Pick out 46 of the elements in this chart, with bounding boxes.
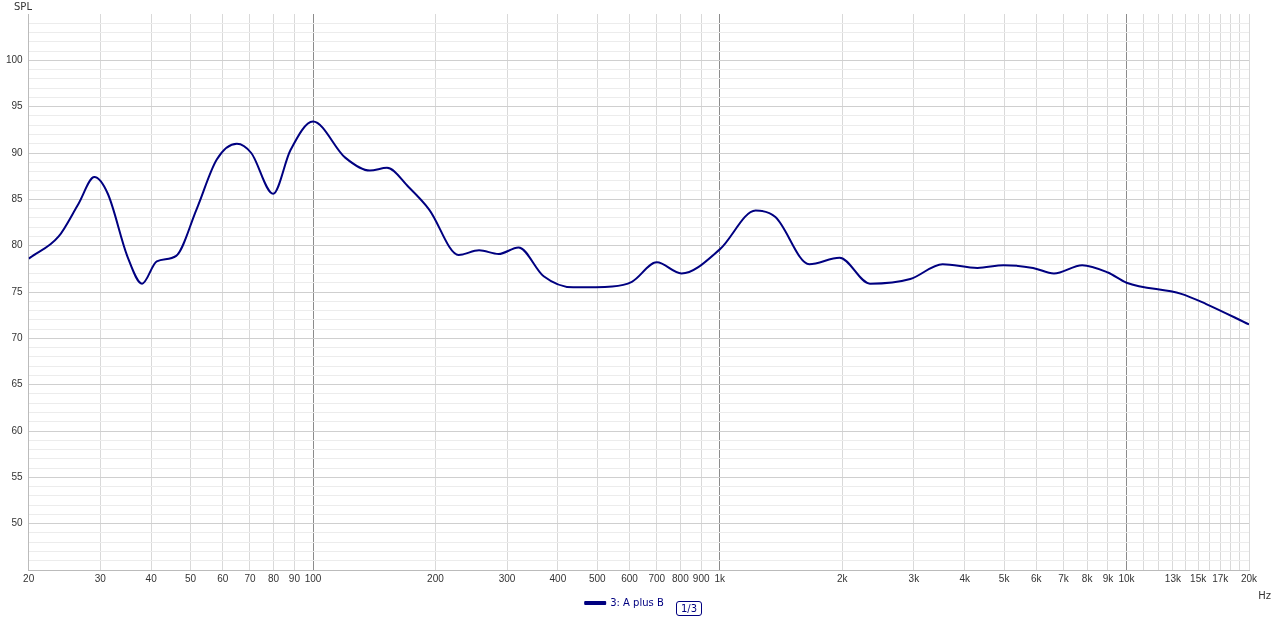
y-tick-label: 95 xyxy=(11,100,24,112)
y-tick-label: 55 xyxy=(11,471,24,483)
y-tick-label: 80 xyxy=(11,239,24,251)
y-tick-label: 60 xyxy=(11,424,24,436)
x-tick-label: 15k xyxy=(1190,572,1208,584)
x-tick-label: 800 xyxy=(672,572,690,584)
x-tick-label: 1k xyxy=(714,572,727,584)
x-tick-label: 60 xyxy=(217,572,229,584)
x-tick-label: 50 xyxy=(184,572,197,584)
x-tick-label: 9k xyxy=(1102,572,1115,584)
x-tick-label: 5k xyxy=(998,572,1011,584)
x-tick-label: 7k xyxy=(1058,572,1070,584)
legend-label: 3: A plus B xyxy=(610,596,664,608)
y-axis-title: SPL xyxy=(14,0,33,12)
x-tick-label: 400 xyxy=(549,572,567,584)
y-tick-label: 65 xyxy=(11,378,24,390)
x-tick-label: 10k xyxy=(1118,572,1136,584)
x-tick-label: 4k xyxy=(959,572,971,584)
x-tick-label: 6k xyxy=(1031,572,1043,584)
x-tick-label: 2k xyxy=(836,572,849,584)
x-tick-label: 3k xyxy=(908,572,921,584)
x-tick-label: 200 xyxy=(427,572,445,584)
x-tick-label: 17k xyxy=(1212,572,1230,584)
x-tick-label: 500 xyxy=(588,572,607,584)
y-tick-label: 70 xyxy=(11,332,24,344)
x-tick-label: 700 xyxy=(648,572,666,584)
x-tick-label: 30 xyxy=(94,572,107,584)
x-tick-label: 600 xyxy=(621,572,639,584)
y-tick-label: 50 xyxy=(11,517,24,529)
x-tick-label: 90 xyxy=(288,572,301,584)
x-tick-label: 20k xyxy=(1240,572,1259,584)
x-tick-label: 70 xyxy=(244,572,256,584)
y-tick-label: 100 xyxy=(6,54,24,66)
x-tick-label: 300 xyxy=(498,572,516,584)
y-tick-label: 90 xyxy=(11,146,24,158)
x-tick-label: 80 xyxy=(268,572,280,584)
x-tick-label: 13k xyxy=(1164,572,1182,584)
text: 1/3 xyxy=(676,601,703,616)
y-tick-label: 85 xyxy=(11,193,24,205)
x-tick-label: 40 xyxy=(145,572,158,584)
y-tick-label: 75 xyxy=(11,285,24,297)
x-tick-label: 900 xyxy=(692,572,710,584)
x-axis-title: Hz xyxy=(1258,589,1272,601)
x-tick-label: 8k xyxy=(1081,572,1094,584)
x-tick-label: 20 xyxy=(23,572,35,584)
x-tick-label: 100 xyxy=(304,572,322,584)
